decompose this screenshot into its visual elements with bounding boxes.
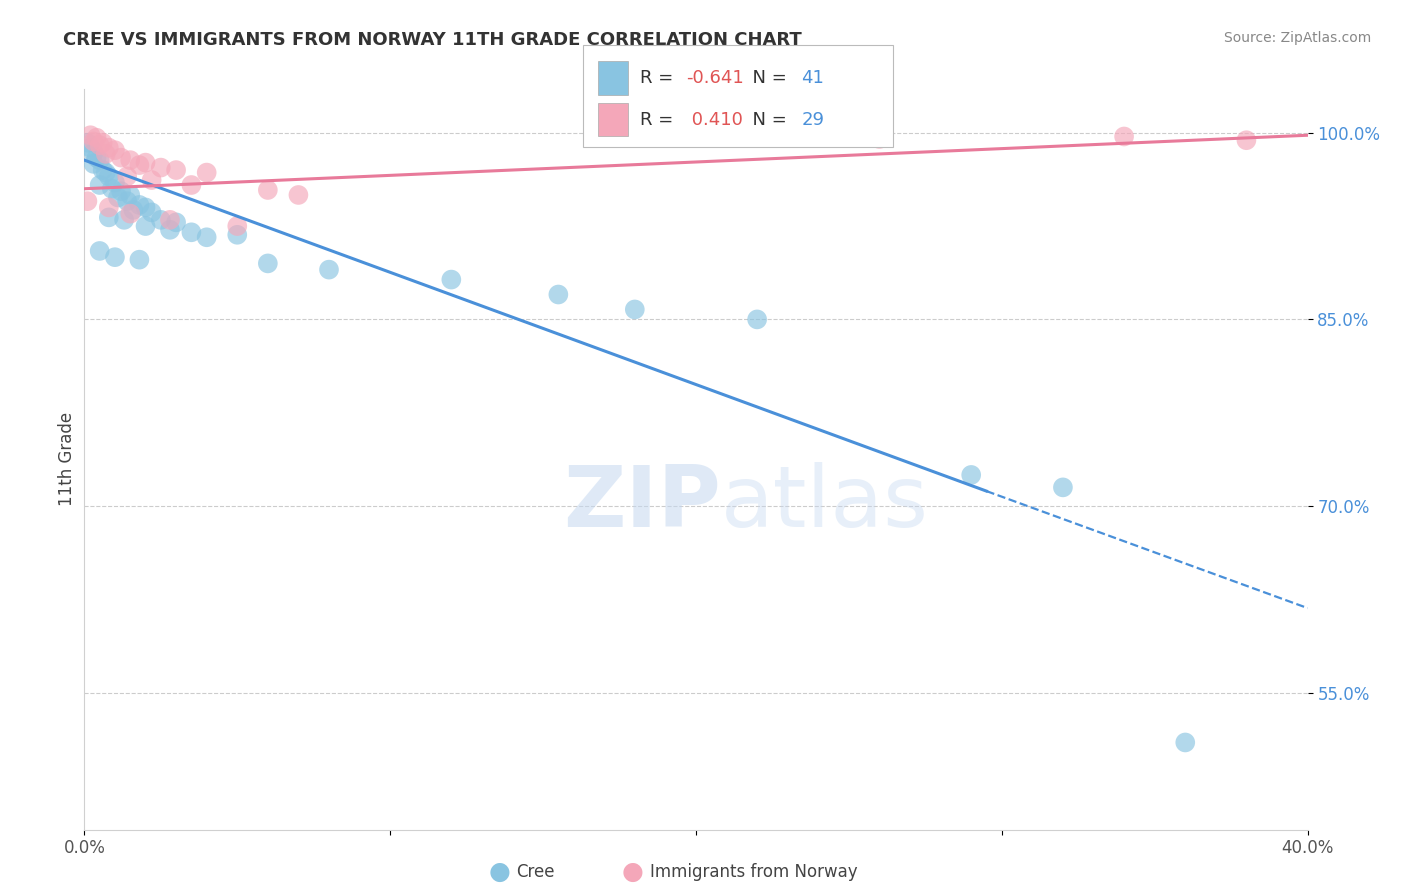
Point: [195, 230, 218, 244]
Point: [110, 184, 132, 198]
Point: [120, 206, 142, 220]
Point: [960, 467, 983, 482]
Point: [122, 202, 145, 217]
Point: [97, 211, 120, 225]
Point: [94, 165, 117, 179]
Point: [115, 169, 138, 184]
Point: [86, 151, 108, 165]
Point: [180, 225, 202, 239]
Point: [287, 188, 309, 202]
Point: [83, 157, 105, 171]
Point: [97, 141, 120, 155]
Point: [226, 219, 249, 233]
Point: [1174, 735, 1197, 749]
Point: [141, 173, 163, 187]
Text: ZIP: ZIP: [562, 462, 720, 545]
Text: Cree: Cree: [516, 863, 554, 881]
Point: [159, 223, 181, 237]
Point: [149, 161, 172, 175]
Point: [112, 212, 135, 227]
Point: [165, 163, 187, 178]
Point: [89, 178, 111, 192]
Point: [159, 212, 181, 227]
Point: [141, 205, 163, 219]
Point: [624, 128, 647, 143]
Text: 0.410: 0.410: [686, 111, 742, 128]
Point: [547, 287, 569, 301]
Point: [226, 227, 249, 242]
Point: [135, 155, 157, 169]
Y-axis label: 11th Grade: 11th Grade: [58, 412, 76, 507]
Text: R =: R =: [640, 69, 679, 87]
Point: [115, 194, 138, 209]
Point: [104, 250, 127, 264]
Point: [76, 194, 98, 209]
Point: [1114, 129, 1136, 144]
Point: [318, 262, 340, 277]
Point: [76, 136, 98, 150]
Point: [83, 135, 105, 149]
Point: [180, 178, 202, 192]
Text: N =: N =: [741, 69, 793, 87]
Point: [165, 215, 187, 229]
Point: [97, 201, 120, 215]
Text: ●: ●: [488, 861, 510, 884]
Point: [128, 198, 150, 212]
Point: [1236, 133, 1258, 147]
Point: [624, 302, 647, 317]
Point: [128, 158, 150, 172]
Text: R =: R =: [640, 111, 679, 128]
Text: -0.641: -0.641: [686, 69, 744, 87]
Point: [257, 183, 280, 197]
Point: [107, 190, 129, 204]
Point: [86, 130, 108, 145]
Point: [91, 163, 114, 178]
Point: [104, 176, 127, 190]
Point: [89, 153, 111, 168]
Point: [89, 244, 111, 258]
Point: [94, 147, 117, 161]
Point: [149, 212, 172, 227]
Text: atlas: atlas: [720, 462, 928, 545]
Point: [104, 143, 127, 157]
Point: [135, 219, 157, 233]
Point: [128, 252, 150, 267]
Point: [79, 141, 101, 155]
Text: Immigrants from Norway: Immigrants from Norway: [650, 863, 858, 881]
Point: [195, 165, 218, 179]
Point: [89, 138, 111, 153]
Point: [1052, 480, 1074, 494]
Point: [869, 132, 891, 146]
Point: [747, 312, 769, 326]
Point: [440, 272, 463, 286]
Point: [91, 136, 114, 150]
Text: 29: 29: [801, 111, 824, 128]
Text: CREE VS IMMIGRANTS FROM NORWAY 11TH GRADE CORRELATION CHART: CREE VS IMMIGRANTS FROM NORWAY 11TH GRAD…: [63, 31, 801, 49]
Point: [97, 169, 120, 184]
Text: 41: 41: [801, 69, 824, 87]
Point: [135, 201, 157, 215]
Point: [83, 145, 105, 160]
Point: [79, 128, 101, 143]
Text: Source: ZipAtlas.com: Source: ZipAtlas.com: [1223, 31, 1371, 45]
Point: [120, 188, 142, 202]
Text: ●: ●: [621, 861, 644, 884]
Point: [120, 153, 142, 168]
Point: [110, 151, 132, 165]
Point: [101, 182, 124, 196]
Text: N =: N =: [741, 111, 793, 128]
Point: [257, 256, 280, 270]
